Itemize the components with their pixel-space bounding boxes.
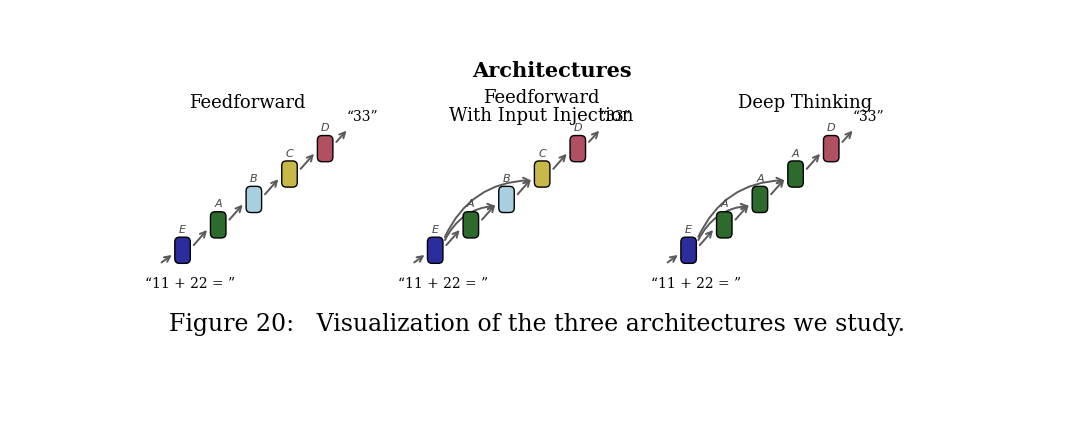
Text: “33”: “33” xyxy=(853,110,884,124)
FancyBboxPatch shape xyxy=(717,212,732,238)
Text: Feedforward: Feedforward xyxy=(483,89,599,107)
Text: A: A xyxy=(214,200,222,209)
Text: Feedforward: Feedforward xyxy=(188,94,306,112)
Text: B: B xyxy=(502,174,510,184)
Text: D: D xyxy=(827,123,836,133)
Text: “33”: “33” xyxy=(346,110,379,124)
Text: D: D xyxy=(321,123,329,133)
FancyBboxPatch shape xyxy=(570,135,585,162)
Text: D: D xyxy=(574,123,582,133)
FancyBboxPatch shape xyxy=(681,237,696,263)
Text: With Input Injection: With Input Injection xyxy=(449,107,634,125)
Text: E: E xyxy=(179,225,186,235)
FancyBboxPatch shape xyxy=(174,237,190,263)
FancyBboxPatch shape xyxy=(535,161,550,187)
Text: E: E xyxy=(685,225,692,235)
Text: Deep Thinking: Deep Thinking xyxy=(738,94,872,112)
FancyBboxPatch shape xyxy=(246,186,261,212)
Text: “11 + 22 = ”: “11 + 22 = ” xyxy=(651,277,741,291)
Text: Architectures: Architectures xyxy=(471,61,632,81)
Text: A: A xyxy=(721,200,728,209)
Text: “33”: “33” xyxy=(599,110,632,124)
Text: A: A xyxy=(792,149,799,159)
FancyBboxPatch shape xyxy=(427,237,443,263)
Text: A: A xyxy=(756,174,764,184)
Text: B: B xyxy=(250,174,257,184)
FancyBboxPatch shape xyxy=(752,186,767,212)
Text: E: E xyxy=(431,225,439,235)
Text: Figure 20:   Visualization of the three architectures we study.: Figure 20: Visualization of the three ar… xyxy=(169,313,906,336)
FancyBboxPatch shape xyxy=(463,212,479,238)
Text: C: C xyxy=(285,149,294,159)
FancyBboxPatch shape xyxy=(788,161,804,187)
FancyBboxPatch shape xyxy=(499,186,514,212)
Text: “11 + 22 = ”: “11 + 22 = ” xyxy=(398,277,489,291)
FancyBboxPatch shape xyxy=(282,161,297,187)
Text: A: A xyxy=(467,200,475,209)
FancyBboxPatch shape xyxy=(211,212,226,238)
FancyBboxPatch shape xyxy=(823,135,839,162)
FancyBboxPatch shape xyxy=(317,135,332,162)
Text: “11 + 22 = ”: “11 + 22 = ” xyxy=(145,277,236,291)
Text: C: C xyxy=(538,149,546,159)
